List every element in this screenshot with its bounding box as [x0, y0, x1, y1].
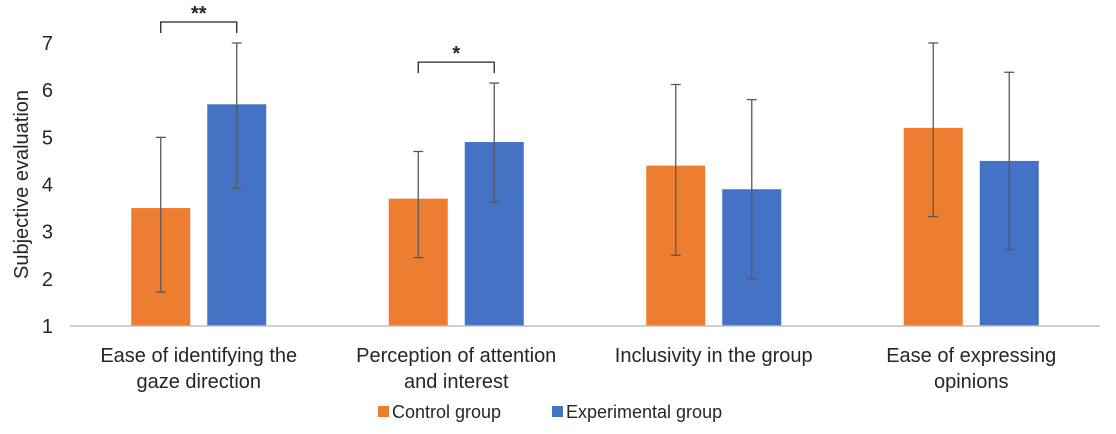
legend-label-control: Control group [392, 402, 501, 422]
y-axis-label: Subjective evaluation [11, 90, 33, 279]
y-tick-label: 7 [42, 33, 53, 55]
error-bars [155, 42, 1015, 293]
y-axis-ticks: 1 2 3 4 5 6 7 [42, 33, 53, 338]
legend-label-experimental: Experimental group [566, 402, 722, 422]
category-label: Ease of identifying the [100, 345, 297, 367]
category-labels: Ease of identifying the gaze direction Per… [100, 345, 1056, 393]
category-label: and interest [404, 371, 509, 393]
significance-bracket [160, 21, 238, 33]
significance-label: * [452, 43, 460, 65]
legend: Control group Experimental group [378, 402, 722, 422]
legend-swatch-experimental [552, 406, 563, 417]
category-label: Ease of expressing [886, 345, 1056, 367]
category-label: opinions [934, 371, 1009, 393]
y-tick-label: 2 [42, 269, 53, 291]
y-tick-label: 1 [42, 316, 53, 338]
significance-label: ** [191, 3, 207, 25]
category-label: gaze direction [136, 371, 261, 393]
category-label: Perception of attention [356, 345, 556, 367]
legend-swatch-control [378, 406, 389, 417]
y-tick-label: 6 [42, 80, 53, 102]
category-label: Inclusivity in the group [615, 345, 813, 367]
y-tick-label: 3 [42, 222, 53, 244]
significance-markers: *** [160, 3, 495, 74]
bars [131, 104, 1039, 327]
significance-bracket [417, 61, 495, 74]
y-tick-label: 5 [42, 127, 53, 149]
y-tick-label: 4 [42, 175, 53, 197]
